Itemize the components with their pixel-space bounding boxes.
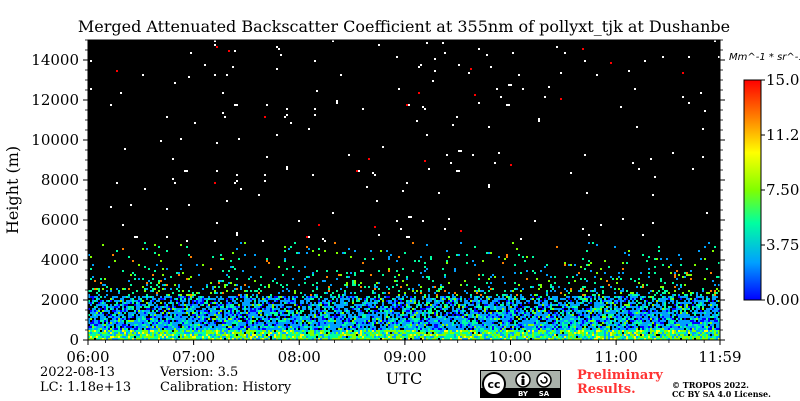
x-tick-label: 10:00 [489,348,532,366]
y-axis-label: Height (m) [3,146,22,234]
sa-icon-arrow [540,376,548,384]
y-tick-label: 6000 [41,211,79,229]
y-tick-label: 14000 [31,51,79,69]
colorbar [743,79,762,301]
heatmap-dots [88,40,720,340]
x-tick-label: 11:59 [698,348,741,366]
x-axis: 06:00 07:00 08:00 09:00 10:00 11:00 11:59 [66,340,742,366]
heatmap-cells [88,296,720,330]
y-tick-label: 4000 [41,251,79,269]
y-tick-label: 2000 [41,291,79,309]
cc-badge-graphic: cc BY SA [481,372,560,398]
preliminary-line2: Results. [577,382,636,397]
date-label: 2022-08-13 [40,365,115,380]
colorbar-tick-label: 3.75 [766,236,799,254]
colorbar-unit: Mm^-1 * sr^-1 [729,52,800,63]
y-tick-label: 0 [69,331,79,349]
heatmap-cells [88,330,720,340]
cc-text: cc [487,378,500,391]
colorbar-tick-label: 11.25 [766,126,800,144]
colorbar-tick-label: 0.00 [766,291,799,309]
preliminary-note: Preliminary Results. [577,369,663,397]
copyright-line2: CC BY SA 4.0 License. [672,389,771,399]
colorbar-tick-label: 15.00 [766,71,800,89]
x-tick-label: 08:00 [278,348,321,366]
sa-icon [536,372,552,388]
x-tick-label: 11:00 [595,348,638,366]
by-icon-body [521,379,525,385]
chart-title: Merged Attenuated Backscatter Coefficien… [78,17,730,36]
by-icon-head [521,375,525,379]
heatmap-cells [88,242,720,340]
by-text: BY [518,390,529,397]
y-axis: 0 2000 4000 6000 8000 10000 12000 14000 [31,39,725,349]
x-tick-label: 09:00 [383,348,426,366]
copyright-note: © TROPOS 2022. CC BY SA 4.0 License. [672,381,771,399]
heatmap-cells [88,242,720,340]
copyright-line1: © TROPOS 2022. [672,380,749,390]
lc-label: LC: 1.18e+13 [40,380,132,395]
y-tick-label: 12000 [31,91,79,109]
x-tick-label: 06:00 [66,348,109,366]
colorbar-tick-label: 7.50 [766,181,799,199]
calibration-label: Calibration: History [160,380,292,395]
y-tick-label: 8000 [41,171,79,189]
x-axis-label: UTC [386,369,422,388]
preliminary-line1: Preliminary [577,368,663,383]
colorbar-ticks: 0.00 3.75 7.50 11.25 15.00 [761,71,800,309]
version-label: Version: 3.5 [160,365,239,380]
cc-license-badge: cc BY SA [480,370,561,398]
x-tick-label: 07:00 [172,348,215,366]
y-tick-label: 10000 [31,131,79,149]
cc-icon [482,372,506,396]
sa-text: SA [539,390,550,397]
